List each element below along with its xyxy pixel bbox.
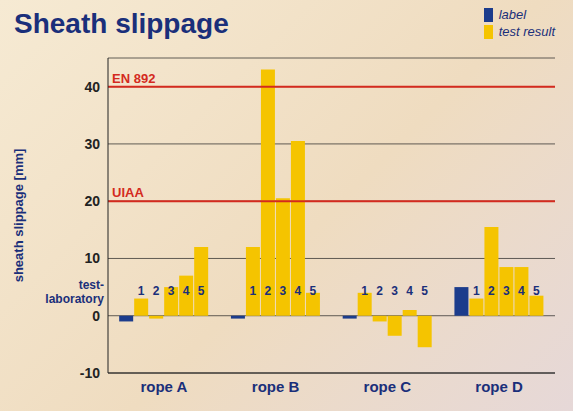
- svg-text:3: 3: [280, 284, 287, 298]
- html-text:laboratory: laboratory: [45, 291, 104, 306]
- svg-text:sheath slippage [mm]: sheath slippage [mm]: [11, 149, 26, 283]
- html-text:Sheath slippage: Sheath slippage: [14, 8, 229, 39]
- svg-text:2: 2: [153, 284, 160, 298]
- svg-text:40: 40: [84, 79, 100, 95]
- svg-text:rope D: rope D: [475, 378, 523, 395]
- svg-text:-10: -10: [80, 365, 100, 381]
- svg-text:1: 1: [361, 284, 368, 298]
- html-text:test-: test-: [78, 277, 104, 292]
- svg-text:1: 1: [250, 284, 257, 298]
- svg-text:4: 4: [183, 284, 190, 298]
- html-text:label: label: [498, 7, 527, 22]
- svg-text:30: 30: [84, 136, 100, 152]
- svg-text:1: 1: [473, 284, 480, 298]
- svg-text:EN 892: EN 892: [112, 71, 155, 86]
- svg-text:4: 4: [406, 284, 413, 298]
- svg-text:1: 1: [138, 284, 145, 298]
- svg-text:3: 3: [391, 284, 398, 298]
- svg-text:10: 10: [84, 250, 100, 266]
- svg-text:20: 20: [84, 193, 100, 209]
- svg-text:rope B: rope B: [252, 378, 300, 395]
- svg-text:4: 4: [518, 284, 525, 298]
- svg-text:3: 3: [503, 284, 510, 298]
- svg-text:4: 4: [295, 284, 302, 298]
- svg-text:5: 5: [421, 284, 428, 298]
- svg-text:5: 5: [198, 284, 205, 298]
- svg-text:UIAA: UIAA: [112, 185, 144, 200]
- svg-text:5: 5: [310, 284, 317, 298]
- html-text:test result: test result: [498, 24, 555, 39]
- svg-text:rope C: rope C: [364, 378, 412, 395]
- svg-text:2: 2: [265, 284, 272, 298]
- svg-text:0: 0: [92, 308, 100, 324]
- svg-text:3: 3: [168, 284, 175, 298]
- svg-text:5: 5: [533, 284, 540, 298]
- svg-text:rope A: rope A: [140, 378, 187, 395]
- svg-text:2: 2: [488, 284, 495, 298]
- svg-text:2: 2: [376, 284, 383, 298]
